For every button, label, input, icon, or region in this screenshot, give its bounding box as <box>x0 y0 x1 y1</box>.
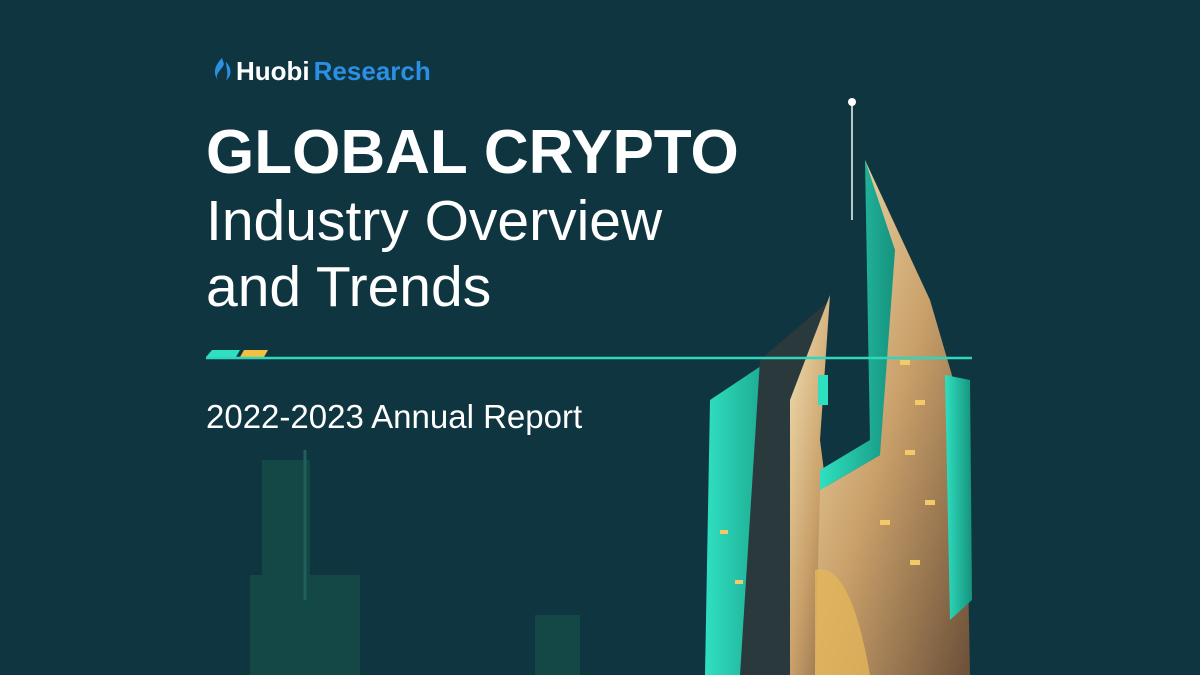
background-towers <box>250 450 580 675</box>
logo-icon <box>214 58 224 80</box>
brand-name: Huobi Research <box>236 56 431 86</box>
brand: Huobi <box>236 56 310 86</box>
title-line: and Trends <box>206 255 491 319</box>
logo-icon <box>226 62 231 80</box>
divider-accent <box>206 350 240 357</box>
subtitle: 2022-2023 Annual Report <box>206 398 582 435</box>
title-line: GLOBAL CRYPTO <box>206 118 739 187</box>
brand-suffix: Research <box>314 56 431 86</box>
title-line: Industry Overview <box>206 189 663 253</box>
divider-accent <box>240 350 268 357</box>
building-illustration <box>705 98 972 675</box>
